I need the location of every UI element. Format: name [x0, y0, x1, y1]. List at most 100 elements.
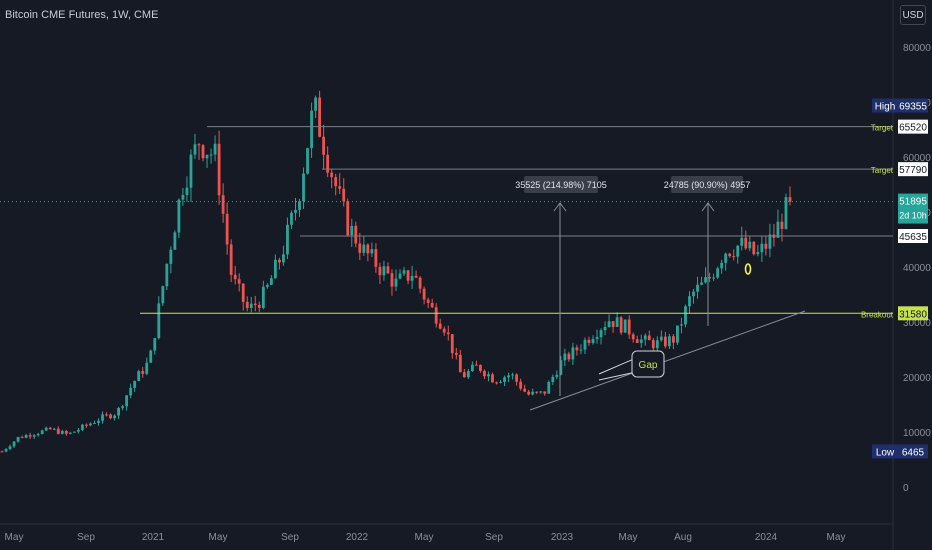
candle-body — [257, 304, 261, 308]
candle-body — [145, 362, 149, 374]
candle-body — [676, 325, 679, 343]
candle-body — [68, 432, 72, 434]
candle-body — [302, 173, 305, 202]
candle-body — [639, 339, 643, 343]
candle-body — [350, 225, 354, 236]
x-axis-tick-label: Sep — [77, 532, 95, 543]
candle-body — [716, 268, 720, 278]
candle-body — [764, 243, 768, 249]
candle-body — [615, 317, 619, 327]
candle-body — [85, 424, 88, 426]
candle-body — [201, 145, 205, 159]
x-axis-tick-label: 2022 — [346, 532, 369, 543]
candle-body — [374, 249, 378, 267]
candle-body — [454, 353, 458, 355]
candle-body — [543, 391, 547, 394]
candle-body — [575, 347, 579, 351]
candle-body — [643, 335, 647, 340]
candle-body — [44, 427, 48, 431]
candle-body — [233, 274, 237, 280]
candle-body — [571, 347, 575, 360]
candle-body — [684, 306, 687, 325]
candle-body — [278, 259, 281, 263]
price-axis-value: 31580 — [899, 309, 927, 320]
candle-body — [205, 154, 209, 159]
y-axis-tick-label: 80000 — [903, 43, 931, 54]
price-axis-label — [898, 98, 928, 113]
x-axis-tick-label: May — [827, 532, 846, 543]
price-axis-value: 69355 — [899, 102, 927, 113]
candle-body — [137, 371, 141, 382]
currency-button[interactable]: USD — [900, 5, 926, 25]
candle-body — [438, 323, 442, 329]
y-axis-tick-label: 40000 — [903, 263, 931, 274]
candle-body — [358, 243, 362, 253]
candle-body — [776, 221, 780, 238]
candle-body — [101, 414, 104, 421]
candle-body — [48, 427, 52, 430]
price-axis-tag-label: Breakout — [861, 310, 894, 319]
candle-body — [193, 144, 197, 155]
candle-body — [121, 406, 125, 408]
candle-body — [89, 423, 92, 426]
candle-body — [587, 339, 591, 343]
candle-body — [133, 381, 137, 388]
candle-body — [788, 197, 792, 202]
candle-body — [434, 307, 438, 324]
candle-body — [338, 186, 342, 189]
candle-body — [354, 225, 358, 244]
candle-body — [129, 387, 133, 396]
price-axis-label — [898, 444, 928, 459]
candle-body — [382, 266, 386, 276]
x-axis-tick-label: May — [209, 532, 228, 543]
candle-body — [446, 332, 450, 335]
candle-body — [462, 372, 466, 378]
candle-body — [515, 374, 519, 382]
candle-body — [551, 376, 555, 383]
measure-label: 35525 (214.98%) 7105 — [515, 180, 607, 190]
price-axis-tag-label: Target — [871, 124, 894, 133]
candle-body — [692, 291, 695, 297]
candle-body — [663, 336, 667, 347]
candle-body — [185, 187, 189, 195]
candle-body — [390, 273, 394, 287]
candle-body — [117, 407, 120, 416]
price-axis-value: 51895 — [899, 197, 927, 208]
candle-body — [306, 148, 309, 174]
candle-body — [535, 391, 539, 393]
candle-body — [458, 354, 462, 373]
candle-body — [165, 263, 169, 287]
candle-body — [105, 414, 108, 416]
candle-body — [631, 334, 635, 340]
candle-body — [4, 448, 8, 452]
candle-body — [422, 288, 426, 300]
candle-body — [273, 259, 277, 279]
candle-body — [76, 429, 80, 432]
candle-body — [696, 284, 699, 292]
candle-body — [217, 143, 221, 196]
candle-body — [523, 388, 527, 392]
candle-body — [265, 284, 269, 287]
candle-body — [527, 391, 531, 395]
price-axis-tag-label: Target — [871, 166, 894, 175]
candle-body — [503, 377, 506, 382]
candle-body — [611, 321, 615, 327]
highlight-marker — [744, 263, 752, 275]
candle-body — [760, 243, 764, 253]
candle-body — [607, 321, 611, 327]
candle-body — [173, 232, 177, 250]
price-axis-label — [898, 193, 928, 224]
candle-body — [366, 244, 370, 254]
y-axis-tick-label: 0 — [903, 483, 909, 494]
candle-body — [52, 428, 56, 430]
candle-body — [12, 441, 16, 447]
measure-arrow-head — [701, 202, 715, 212]
candle-body — [109, 414, 112, 419]
candle-body — [20, 437, 24, 439]
candle-body — [241, 283, 245, 302]
candle-body — [655, 340, 659, 349]
candle-body — [784, 197, 788, 229]
y-axis-tick-label: 30000 — [903, 318, 931, 329]
